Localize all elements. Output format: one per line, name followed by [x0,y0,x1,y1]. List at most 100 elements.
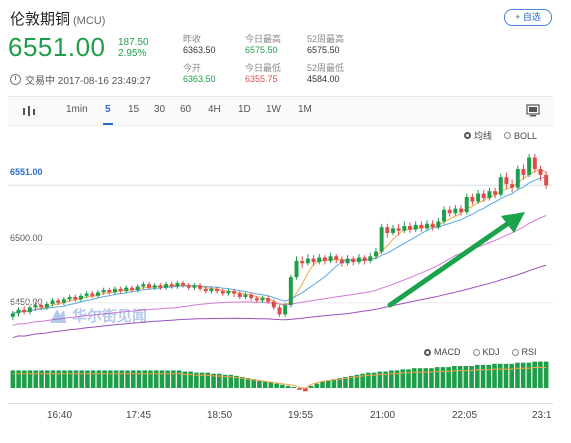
candle-body [249,294,254,299]
radio-rsi[interactable]: RSI [511,347,537,357]
macd-bar [348,375,354,388]
main-indicator-toggle: 均线 BOLL [464,129,537,142]
macd-bar [297,388,302,390]
interval-1m[interactable]: 1M [298,104,312,115]
candle [33,301,38,311]
macd-bar [440,367,446,388]
macd-bar [165,370,170,388]
macd-bar [543,361,549,388]
screenshot-icon[interactable] [526,104,540,117]
macd-bar [429,368,434,388]
radio-macd[interactable]: MACD [424,347,461,357]
moving-average-line [12,176,547,314]
radio-ma[interactable]: 均线 [464,129,492,142]
interval-1d[interactable]: 1D [238,104,251,115]
add-watchlist-button[interactable]: + 自选 [504,9,552,26]
candle [368,252,373,264]
candle-body [56,300,61,303]
x-label: 18:50 [207,410,233,421]
candlestick-chart[interactable] [8,140,553,340]
interval-30[interactable]: 30 [154,104,166,115]
macd-bar [119,370,125,388]
macd-bar [159,370,165,388]
stat-value: 6363.50 [183,74,216,84]
candle-body [73,296,78,300]
candle [521,164,526,180]
candle [447,206,452,217]
macd-bar [480,364,486,388]
interval-1min[interactable]: 1min [66,104,88,115]
clock-icon [10,74,21,85]
candle [538,165,543,181]
candle [510,179,515,193]
macd-bar [50,370,56,388]
radio-kdj[interactable]: KDJ [472,347,500,357]
stat-label: 今开 [183,63,202,73]
candle [396,223,401,236]
candle [453,205,458,216]
candle-body [385,227,390,234]
macd-bar [452,366,457,388]
candlestick-icon[interactable] [22,105,36,117]
radio-dot-icon [464,132,471,139]
candle-body [493,191,498,195]
candle-body [379,227,384,252]
radio-label: KDJ [482,347,500,357]
candle-body [481,193,486,199]
interval-5[interactable]: 5 [103,104,113,125]
macd-bar [90,370,96,388]
candle [266,295,271,304]
candle-body [317,257,322,263]
macd-bar [73,370,79,388]
x-label: 23:1 [532,410,552,421]
candle-body [470,196,475,202]
candle [112,286,117,295]
candle [527,153,532,178]
candle-body [220,291,225,294]
candle-body [294,260,299,278]
trading-status: 交易中 2017-08-16 23:49:27 [10,72,151,87]
candle [101,287,106,295]
macd-bar [423,368,429,388]
radio-boll[interactable]: BOLL [504,129,537,142]
radio-dot-icon [424,348,431,356]
candle [141,281,146,289]
macd-bar [343,377,348,388]
moving-average-line [12,215,547,326]
macd-bar [239,377,245,388]
y-label-6500: 6500.00 [10,233,43,243]
macd-bar [532,361,537,388]
interval-15[interactable]: 15 [128,104,140,115]
macd-bar [394,370,400,388]
interval-60[interactable]: 60 [180,104,192,115]
candle-body [203,288,208,292]
candle [362,255,367,265]
candle [317,253,322,265]
candle-body [10,313,15,317]
candle-body [175,283,180,287]
interval-4h[interactable]: 4H [208,104,221,115]
candle [254,295,259,303]
candle-body [408,226,412,230]
candle-body [90,293,95,296]
candle [311,255,316,266]
candle [373,248,378,259]
candle-body [498,177,503,195]
candle-body [532,157,537,170]
macd-bar [446,367,451,388]
candle-body [390,228,395,234]
candle-body [442,209,447,222]
candle [419,221,424,232]
interval-1w[interactable]: 1W [266,104,281,115]
candle [158,283,163,290]
macd-bar [16,370,21,388]
candle-body [339,259,344,264]
macd-bar [354,374,360,388]
candle-body [527,157,532,175]
candle [544,171,549,189]
macd-bar [371,372,377,388]
macd-chart[interactable] [8,358,553,400]
candle [39,302,44,310]
candle-body [300,260,305,264]
macd-bar [102,370,107,388]
